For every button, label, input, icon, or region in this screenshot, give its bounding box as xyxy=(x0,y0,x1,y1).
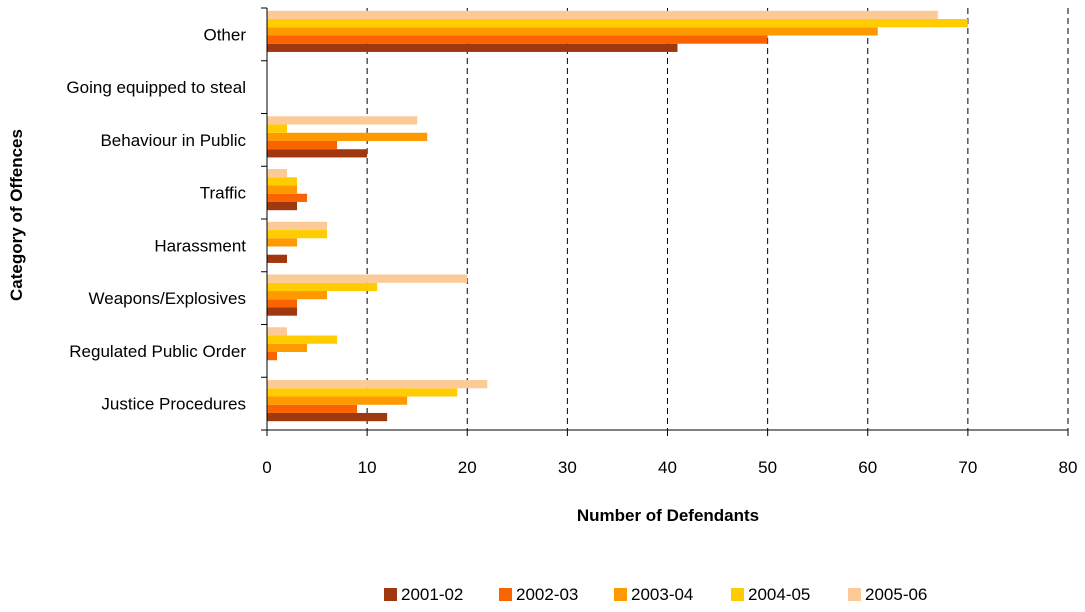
bar-2002-03 xyxy=(267,404,358,413)
bar-2001-02 xyxy=(267,43,678,52)
legend-swatch xyxy=(384,588,397,601)
category-label: Regulated Public Order xyxy=(69,342,246,361)
bar-2005-06 xyxy=(267,10,938,20)
bar-2005-06 xyxy=(267,221,328,231)
legend-swatch xyxy=(731,588,744,601)
bar-2003-04 xyxy=(267,396,408,405)
x-tick-label: 0 xyxy=(262,458,271,477)
legend-label: 2002-03 xyxy=(516,585,578,604)
bar-2004-05 xyxy=(267,124,288,133)
x-tick-label: 80 xyxy=(1059,458,1078,477)
x-tick-label: 10 xyxy=(358,458,377,477)
gridlines xyxy=(366,8,1069,430)
category-labels: Other Going equipped to steal Behaviour in… xyxy=(66,25,246,413)
bar-2001-02 xyxy=(267,307,298,316)
bar-2005-06 xyxy=(267,327,288,336)
bar-2002-03 xyxy=(267,299,298,308)
legend-swatch xyxy=(499,588,512,601)
bar-2005-06 xyxy=(267,380,488,389)
bar-2003-04 xyxy=(267,27,878,36)
bar-2003-04 xyxy=(267,291,328,300)
bar-2003-04 xyxy=(267,132,428,141)
bar-2001-02 xyxy=(267,254,288,263)
bar-2003-04 xyxy=(267,185,298,194)
bar-2004-05 xyxy=(267,388,458,397)
axes xyxy=(261,7,1069,436)
legend-label: 2003-04 xyxy=(631,585,693,604)
category-label: Weapons/Explosives xyxy=(89,289,247,308)
category-label: Traffic xyxy=(200,184,247,203)
bar-2001-02 xyxy=(267,201,298,211)
bar-2002-03 xyxy=(267,193,308,202)
bar-2001-02 xyxy=(267,412,388,422)
category-label: Justice Procedures xyxy=(101,395,246,414)
x-tick-label: 50 xyxy=(758,458,777,477)
bar-2004-05 xyxy=(267,177,298,186)
bar-2004-05 xyxy=(267,19,968,28)
x-tick-label: 30 xyxy=(558,458,577,477)
legend-label: 2004-05 xyxy=(748,585,810,604)
bar-2005-06 xyxy=(267,274,468,283)
bar-2003-04 xyxy=(267,238,298,247)
x-tick-label: 40 xyxy=(658,458,677,477)
bar-2004-05 xyxy=(267,335,338,344)
legend: 2001-02 2002-03 2003-04 2004-05 2005-06 xyxy=(384,585,927,604)
bar-2004-05 xyxy=(267,230,328,239)
category-label: Harassment xyxy=(154,236,246,255)
category-label: Other xyxy=(203,25,246,44)
bar-2003-04 xyxy=(267,343,308,352)
legend-label: 2005-06 xyxy=(865,585,927,604)
y-axis-title: Category of Offences xyxy=(7,129,26,301)
legend-swatch xyxy=(848,588,861,601)
x-tick-label: 70 xyxy=(958,458,977,477)
x-tick-label: 60 xyxy=(858,458,877,477)
bar-2005-06 xyxy=(267,169,288,178)
bar-2002-03 xyxy=(267,351,278,361)
bar-2001-02 xyxy=(267,149,368,158)
x-tick-labels: 0 10 20 30 40 50 60 70 80 xyxy=(262,458,1077,477)
legend-label: 2001-02 xyxy=(401,585,463,604)
bar-2002-03 xyxy=(267,140,338,150)
x-axis-title: Number of Defendants xyxy=(577,506,759,525)
category-label: Behaviour in Public xyxy=(100,131,246,150)
bars xyxy=(267,10,968,422)
legend-swatch xyxy=(614,588,627,601)
bar-2004-05 xyxy=(267,282,378,292)
x-tick-label: 20 xyxy=(458,458,477,477)
bar-2002-03 xyxy=(267,35,768,44)
category-label: Going equipped to steal xyxy=(66,78,246,97)
bar-2005-06 xyxy=(267,116,418,125)
